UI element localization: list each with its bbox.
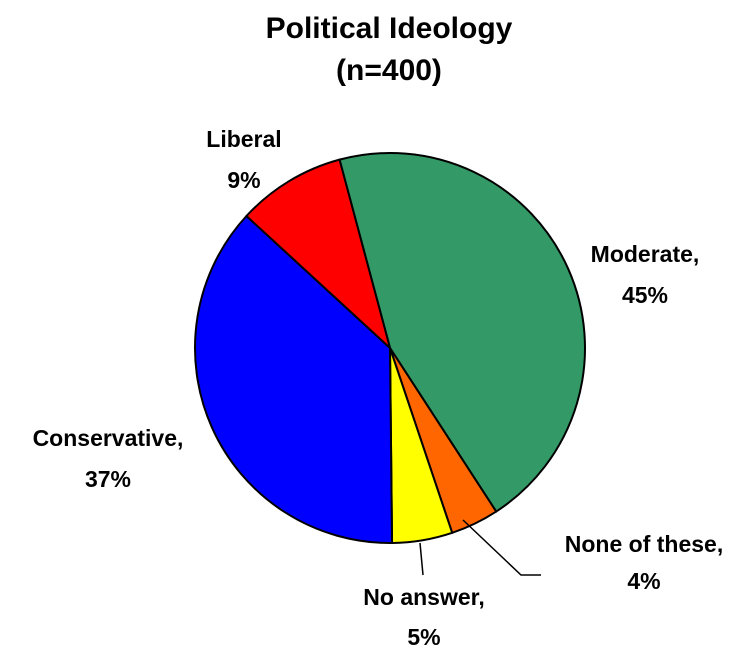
slice-label-none-name: None of these, (565, 531, 723, 557)
pie-slices (194, 152, 586, 544)
slice-label-no-answer-name: No answer, (363, 584, 484, 610)
slice-label-none-value: 4% (627, 568, 660, 594)
leader-lines (419, 519, 541, 576)
leader-line-no-answer (419, 542, 424, 576)
slice-label-moderate-value: 45% (622, 282, 668, 308)
slice-label-conservative-name: Conservative, (33, 425, 184, 451)
slice-label-no-answer-value: 5% (407, 624, 440, 650)
slice-label-liberal-value: 9% (227, 167, 260, 193)
pie-slice-liberal (245, 158, 392, 352)
leader-line-none-of-these (462, 519, 541, 576)
pie-slice-conservative (194, 214, 394, 544)
chart-title-line-1: Political Ideology (266, 12, 513, 45)
chart-title-line-2: (n=400) (336, 54, 442, 87)
slice-label-moderate-name: Moderate, (591, 241, 700, 267)
pie-slice-moderate (338, 152, 586, 513)
slice-label-conservative-value: 37% (85, 466, 131, 492)
slice-label-liberal-name: Liberal (206, 126, 281, 152)
